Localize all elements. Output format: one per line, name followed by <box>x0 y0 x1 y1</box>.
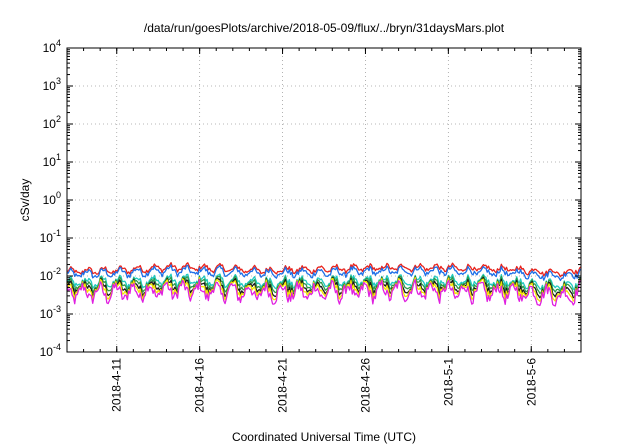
x-tick-label: 2018-4-26 <box>358 358 372 413</box>
y-tick-label: 104 <box>43 38 61 55</box>
series-line <box>66 273 582 291</box>
series-line <box>66 264 582 282</box>
x-axis: 2018-4-11 2018-4-16 2018-4-21 2018-4-26 2018… <box>66 48 582 413</box>
chart-title: /data/run/goesPlots/archive/2018-05-09/f… <box>144 21 505 35</box>
grid <box>67 48 581 352</box>
y-axis: 10-4 10-3 10-2 10-1 100 101 102 103 104 <box>40 38 581 359</box>
series-group <box>66 261 582 307</box>
y-tick-label: 102 <box>43 114 61 131</box>
x-tick-label: 2018-5-1 <box>441 358 455 406</box>
x-tick-label: 2018-5-6 <box>524 358 538 406</box>
y-tick-label: 101 <box>43 152 61 169</box>
series-line <box>66 276 582 302</box>
y-tick-label: 100 <box>43 190 61 207</box>
series-line <box>66 274 582 295</box>
y-tick-label: 10-1 <box>40 228 61 245</box>
series-line <box>66 261 582 278</box>
y-axis-label: cSv/day <box>18 179 32 222</box>
x-tick-label: 2018-4-11 <box>110 358 124 412</box>
y-tick-label: 10-3 <box>40 304 61 321</box>
series-line <box>66 278 582 307</box>
x-tick-label: 2018-4-16 <box>193 358 207 413</box>
x-axis-label: Coordinated Universal Time (UTC) <box>232 430 416 444</box>
y-tick-label: 103 <box>43 76 61 93</box>
y-tick-label: 10-4 <box>40 342 61 359</box>
y-tick-label: 10-2 <box>40 266 61 283</box>
x-tick-label: 2018-4-21 <box>276 358 290 413</box>
